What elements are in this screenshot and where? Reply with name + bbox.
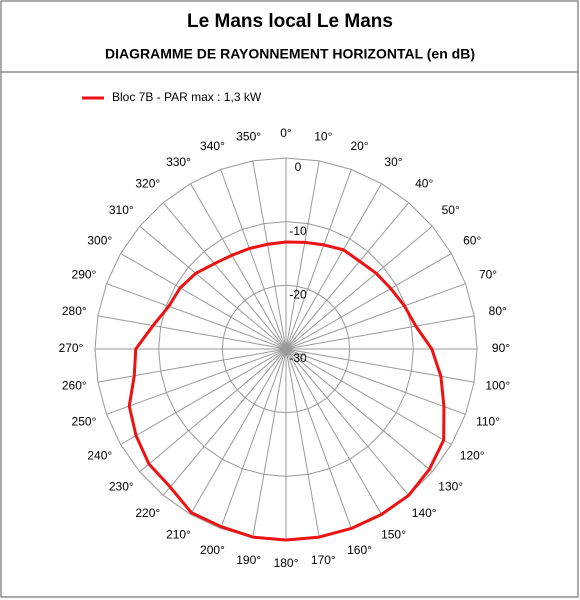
spoke <box>285 202 410 350</box>
angle-label: 30° <box>384 155 402 169</box>
angle-label: 40° <box>415 176 433 190</box>
spoke <box>285 283 466 350</box>
spoke <box>285 253 452 350</box>
angle-label: 60° <box>463 234 481 248</box>
spoke <box>162 202 287 350</box>
angle-label: 90° <box>492 341 510 355</box>
angle-label: 170° <box>311 553 336 567</box>
angle-label: 120° <box>460 449 485 463</box>
angle-label: 290° <box>72 268 97 282</box>
angle-label: 20° <box>350 139 368 153</box>
angle-label: 190° <box>236 553 261 567</box>
spoke <box>120 348 287 445</box>
angle-label: 50° <box>442 203 460 217</box>
spoke <box>139 225 287 350</box>
angle-label: 260° <box>62 379 87 393</box>
angle-label: 100° <box>485 379 510 393</box>
legend-label: Bloc 7B - PAR max : 1,3 kW <box>112 90 262 104</box>
angle-label: 10° <box>314 129 332 143</box>
spoke <box>106 283 287 350</box>
spoke <box>162 348 287 496</box>
spoke <box>285 348 433 473</box>
spoke <box>285 169 352 350</box>
angle-label: 250° <box>72 415 97 429</box>
angle-label: 340° <box>200 139 225 153</box>
angle-label: 230° <box>109 479 134 493</box>
series-line <box>127 240 446 542</box>
spoke <box>190 348 287 515</box>
spoke <box>285 225 433 350</box>
angle-label: 210° <box>166 527 191 541</box>
spoke <box>220 348 287 529</box>
angle-label: 220° <box>135 506 160 520</box>
spoke <box>220 169 287 350</box>
angle-label: 0° <box>280 126 292 140</box>
angle-label: 300° <box>87 234 112 248</box>
spoke <box>285 160 320 350</box>
angle-label: 320° <box>135 176 160 190</box>
spoke <box>97 348 287 383</box>
spoke <box>285 348 352 529</box>
angle-label: 330° <box>166 155 191 169</box>
chart-subtitle: DIAGRAMME DE RAYONNEMENT HORIZONTAL (en … <box>105 46 475 62</box>
r-tick-label: 0 <box>295 160 302 174</box>
spoke <box>285 348 466 415</box>
angle-label: 70° <box>479 268 497 282</box>
spoke <box>285 183 382 350</box>
spoke <box>285 348 452 445</box>
angle-label: 140° <box>412 506 437 520</box>
angle-label: 280° <box>62 304 87 318</box>
spoke <box>252 160 287 350</box>
angle-label: 150° <box>381 527 406 541</box>
chart-title: Le Mans local Le Mans <box>187 11 393 32</box>
spoke <box>106 348 287 415</box>
r-tick-label: -10 <box>289 224 307 238</box>
spoke <box>120 253 287 350</box>
angle-label: 270° <box>59 341 84 355</box>
spoke <box>285 348 475 383</box>
angle-label: 200° <box>200 543 225 557</box>
angle-label: 80° <box>489 304 507 318</box>
spoke <box>285 348 320 538</box>
angle-label: 110° <box>476 415 500 429</box>
angle-label: 310° <box>109 203 134 217</box>
r-tick-label: -20 <box>289 288 307 302</box>
spoke <box>285 315 475 350</box>
spoke <box>252 348 287 538</box>
angle-label: 160° <box>347 543 372 557</box>
angle-label: 180° <box>274 556 299 570</box>
angle-label: 240° <box>87 449 112 463</box>
spoke <box>285 348 382 515</box>
spoke <box>285 348 410 496</box>
angle-label: 130° <box>438 479 463 493</box>
spoke <box>139 348 287 473</box>
spoke <box>190 183 287 350</box>
r-tick-label: -30 <box>289 351 307 365</box>
angle-label: 350° <box>236 129 261 143</box>
spoke <box>97 315 287 350</box>
